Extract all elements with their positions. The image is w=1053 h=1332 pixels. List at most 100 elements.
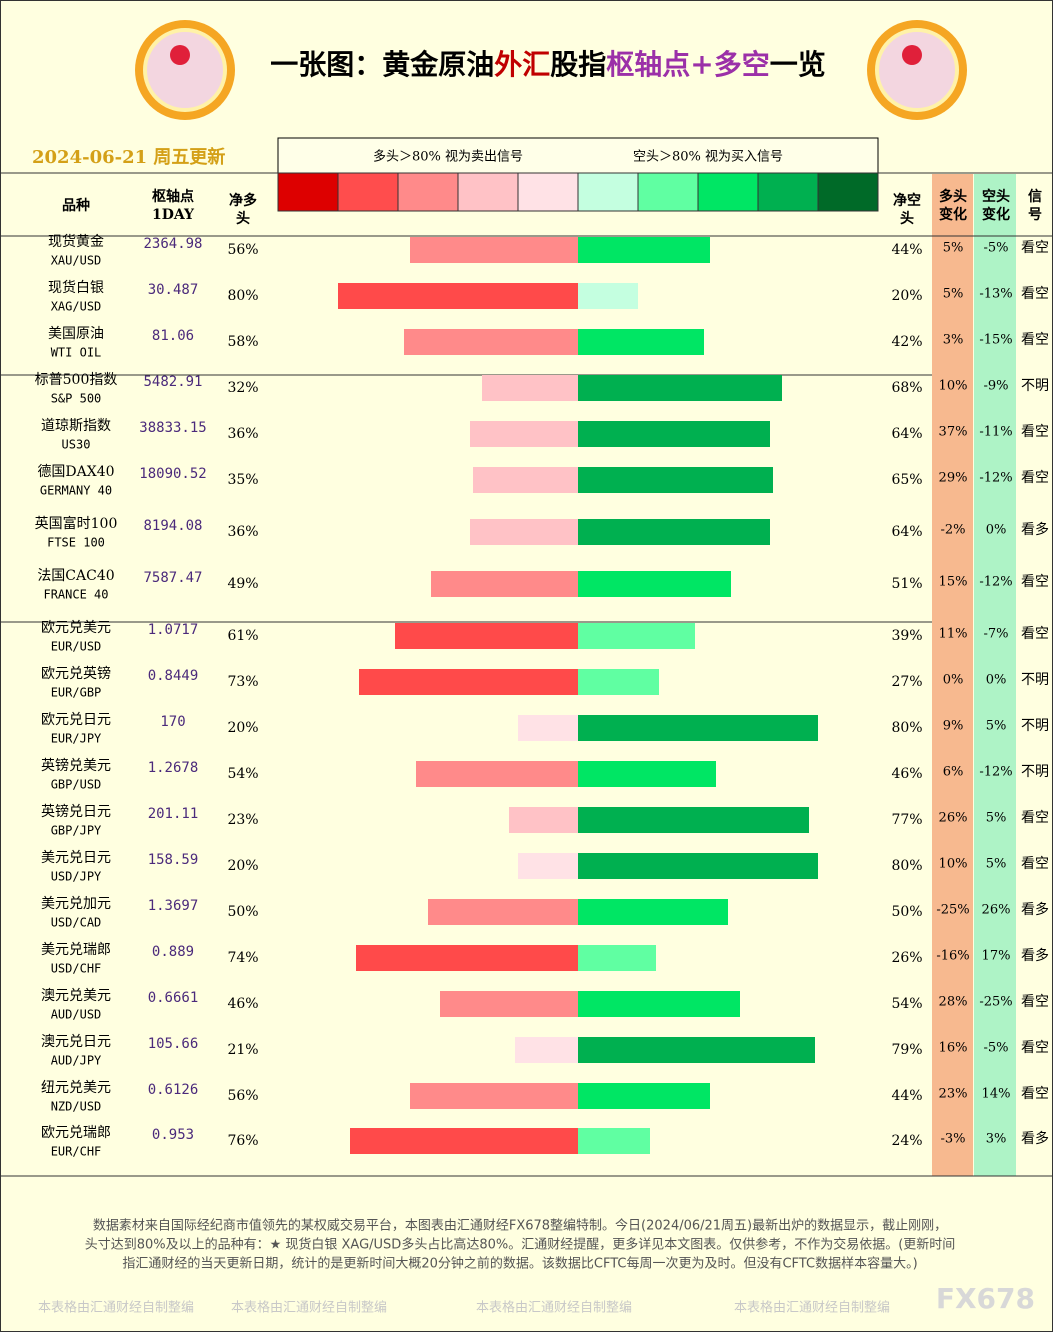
row-name: 美国原油	[48, 326, 104, 342]
long-change: -3%	[940, 1132, 965, 1147]
signal: 看空	[1021, 424, 1049, 440]
pivot-value: 0.8449	[148, 668, 199, 684]
watermark: 本表格由汇通财经自制整编	[231, 1300, 387, 1316]
short-pct: 27%	[891, 674, 922, 690]
long-pct: 49%	[227, 576, 258, 592]
long-change: -16%	[936, 949, 969, 964]
long-change: 10%	[939, 857, 968, 872]
row-name: 澳元兑日元	[41, 1034, 111, 1050]
pivot-value: 0.953	[152, 1127, 194, 1143]
short-pct: 39%	[891, 628, 922, 644]
long-pct: 56%	[227, 242, 258, 258]
row-name: 法国CAC40	[37, 568, 114, 584]
long-pct: 35%	[227, 472, 258, 488]
signal: 看多	[1021, 947, 1049, 964]
footer-text: 头寸达到80%及以上的品种有：★ 现货白银 XAG/USD多头占比高达80%。汇…	[85, 1237, 956, 1253]
col-long-change: 多头	[939, 188, 967, 205]
short-pct: 64%	[891, 426, 922, 442]
signal: 看多	[1021, 1130, 1049, 1147]
row-code: USD/CAD	[51, 916, 102, 930]
short-bar	[578, 1083, 710, 1109]
short-change: 26%	[982, 903, 1011, 918]
legend-swatch	[277, 172, 339, 212]
col-pivot: 枢轴点	[152, 188, 194, 205]
short-change: -5%	[983, 241, 1008, 256]
row-name: 美元兑日元	[41, 850, 111, 866]
pivot-value: 81.06	[152, 328, 194, 344]
long-bar	[338, 283, 578, 309]
short-change: -9%	[983, 379, 1008, 394]
long-pct: 32%	[227, 380, 258, 396]
pivot-value: 18090.52	[139, 466, 206, 482]
short-bar	[578, 991, 740, 1017]
legend-swatch	[697, 172, 759, 212]
short-pct: 68%	[891, 380, 922, 396]
short-bar	[578, 899, 728, 925]
col-long: 头	[236, 210, 250, 227]
title-part: 枢轴点+多空	[606, 48, 769, 81]
row-name: 德国DAX40	[37, 464, 114, 480]
short-change: -12%	[979, 471, 1012, 486]
legend-right: 空头＞80% 视为买入信号	[633, 150, 783, 165]
row-name: 欧元兑日元	[41, 712, 111, 728]
long-pct: 36%	[227, 426, 258, 442]
row-code: EUR/JPY	[51, 732, 102, 746]
row-code: USD/JPY	[51, 870, 102, 884]
long-pct: 56%	[227, 1088, 258, 1104]
legend-swatch	[337, 172, 399, 212]
signal: 看多	[1021, 521, 1049, 538]
short-bar	[578, 715, 818, 741]
long-change: 11%	[939, 627, 968, 642]
pivot-value: 1.2678	[148, 760, 199, 776]
row-name: 欧元兑英镑	[41, 665, 111, 682]
col-short: 头	[900, 210, 914, 227]
short-change: -5%	[983, 1041, 1008, 1056]
legend-swatch	[757, 172, 819, 212]
pivot-value: 201.11	[148, 806, 199, 822]
short-pct: 80%	[891, 720, 922, 736]
row-code: FRANCE 40	[43, 588, 108, 602]
pivot-value: 1.3697	[148, 898, 199, 914]
short-bar	[578, 945, 656, 971]
title-part: 一张图：黄金原油	[270, 48, 494, 81]
short-change: 3%	[986, 1132, 1007, 1147]
long-bar	[356, 945, 578, 971]
long-bar	[410, 1083, 578, 1109]
long-change: 37%	[939, 425, 968, 440]
short-bar	[578, 1037, 815, 1063]
long-change: 16%	[939, 1041, 968, 1056]
col-long-change: 变化	[939, 206, 967, 223]
row-code: AUD/JPY	[51, 1054, 102, 1068]
long-change-column	[932, 174, 973, 1176]
short-pct: 54%	[891, 996, 922, 1012]
pivot-value: 8194.08	[143, 518, 202, 534]
long-bar	[482, 375, 578, 401]
short-change: -11%	[979, 425, 1012, 440]
short-change: -12%	[979, 765, 1012, 780]
long-pct: 73%	[227, 674, 258, 690]
signal: 看空	[1021, 240, 1049, 256]
long-bar	[416, 761, 578, 787]
legend-box	[277, 137, 879, 174]
long-change: 5%	[943, 287, 964, 302]
short-change: 0%	[986, 673, 1007, 688]
signal: 不明	[1021, 718, 1049, 734]
short-pct: 80%	[891, 858, 922, 874]
pivot-value: 30.487	[148, 282, 199, 298]
col-short-change: 空头	[982, 188, 1010, 205]
signal: 看空	[1021, 332, 1049, 348]
long-change: 10%	[939, 379, 968, 394]
short-bar	[578, 467, 773, 493]
row-code: EUR/GBP	[51, 686, 102, 700]
long-bar	[428, 899, 578, 925]
row-code: FTSE 100	[47, 536, 105, 550]
signal: 看空	[1021, 856, 1049, 872]
long-change: 15%	[939, 575, 968, 590]
row-code: GBP/JPY	[51, 824, 102, 838]
row-name: 澳元兑美元	[41, 988, 111, 1004]
signal: 不明	[1021, 764, 1049, 780]
row-code: GERMANY 40	[40, 484, 112, 498]
short-change: 14%	[982, 1087, 1011, 1102]
long-change: -2%	[940, 523, 965, 538]
pivot-value: 0.6661	[148, 990, 199, 1006]
